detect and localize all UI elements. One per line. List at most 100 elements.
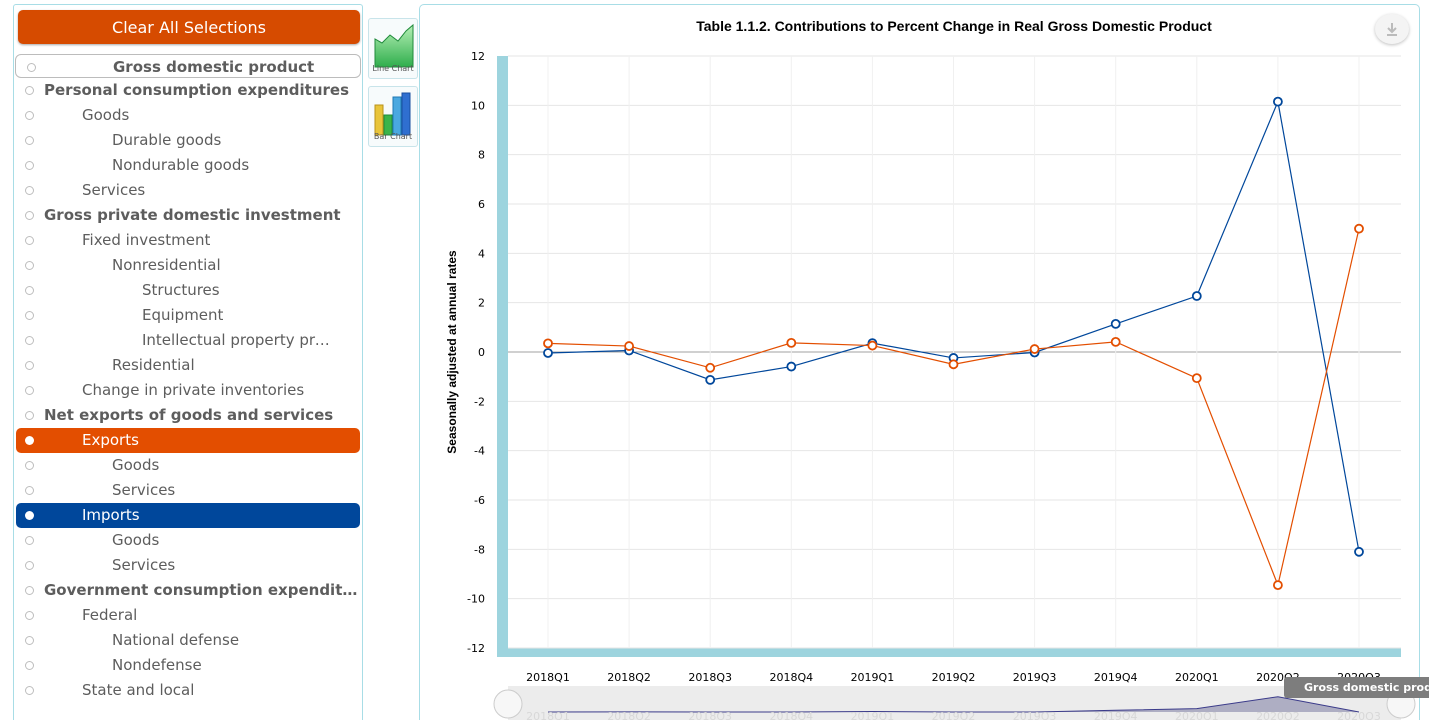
radio-icon[interactable] xyxy=(25,661,34,670)
data-point xyxy=(1110,336,1121,347)
data-point xyxy=(1029,344,1040,354)
radio-icon[interactable] xyxy=(25,111,34,120)
data-point xyxy=(1354,223,1364,234)
x-tick-label: 2018Q3 xyxy=(688,671,732,684)
tree-item[interactable]: Goods xyxy=(14,103,364,128)
y-tick-label: 0 xyxy=(478,346,485,359)
tree-item[interactable]: Services xyxy=(14,553,364,578)
data-point xyxy=(786,337,797,348)
download-button[interactable] xyxy=(1375,14,1409,44)
navigator-tick-label: 2019Q3 xyxy=(1013,710,1057,720)
tree-item[interactable]: Equipment xyxy=(14,303,364,328)
radio-icon[interactable] xyxy=(25,461,34,470)
radio-icon[interactable] xyxy=(25,211,34,220)
data-point xyxy=(1354,546,1364,557)
navigator-left-handle[interactable] xyxy=(493,689,523,719)
tree-item[interactable]: State and local xyxy=(14,678,364,703)
data-point xyxy=(1273,96,1283,107)
radio-icon[interactable] xyxy=(25,536,34,545)
radio-icon[interactable] xyxy=(25,686,34,695)
bar-chart-caption: Bar Chart xyxy=(373,132,413,141)
y-tick-label: -8 xyxy=(474,543,485,556)
tree-item[interactable]: Goods xyxy=(14,453,364,478)
radio-icon[interactable] xyxy=(25,86,34,95)
y-tick-label: 4 xyxy=(478,247,485,260)
tree-item[interactable]: National defense xyxy=(14,628,364,653)
y-tick-label: -2 xyxy=(474,395,485,408)
navigator-tick-label: 2018Q2 xyxy=(607,710,651,720)
tree-item[interactable]: Fixed investment xyxy=(14,228,364,253)
y-axis-label: Seasonally adjusted at annual rates xyxy=(445,250,459,454)
y-tick-label: 12 xyxy=(471,50,485,63)
tree-item[interactable]: Net exports of goods and services xyxy=(14,403,364,428)
x-tick-label: 2019Q1 xyxy=(851,671,895,684)
data-point xyxy=(786,361,797,372)
radio-icon[interactable] xyxy=(27,63,36,72)
data-point xyxy=(705,362,716,373)
y-tick-label: -12 xyxy=(467,642,485,655)
bar-chart-button[interactable]: Bar Chart xyxy=(368,86,418,147)
y-tick-label: -10 xyxy=(467,593,485,606)
tree-item[interactable]: Services xyxy=(14,178,364,203)
tree-item[interactable]: Change in private inventories xyxy=(14,378,364,403)
radio-icon[interactable] xyxy=(25,361,34,370)
tree-item[interactable]: Gross domestic product xyxy=(15,54,361,78)
y-tick-label: 8 xyxy=(478,149,485,162)
radio-icon[interactable] xyxy=(25,411,34,420)
radio-icon[interactable] xyxy=(25,511,34,520)
radio-icon[interactable] xyxy=(25,436,34,445)
radio-icon[interactable] xyxy=(25,311,34,320)
tree-item[interactable]: Nonresidential xyxy=(14,253,364,278)
data-point xyxy=(543,338,553,349)
radio-icon[interactable] xyxy=(25,561,34,570)
series-tree: Gross domestic product Personal consumpti… xyxy=(14,54,364,703)
radio-icon[interactable] xyxy=(25,186,34,195)
radio-icon[interactable] xyxy=(25,386,34,395)
tree-item[interactable]: Gross private domestic investment xyxy=(14,203,364,228)
radio-icon[interactable] xyxy=(25,161,34,170)
x-tick-label: 2018Q4 xyxy=(769,671,813,684)
radio-icon[interactable] xyxy=(25,636,34,645)
tree-item[interactable]: Services xyxy=(14,478,364,503)
navigator-tick-label: 2018Q4 xyxy=(769,710,813,720)
x-tick-label: 2018Q1 xyxy=(526,671,570,684)
series-selector-panel: Clear All Selections Gross domestic prod… xyxy=(13,4,363,720)
radio-icon[interactable] xyxy=(25,336,34,345)
download-icon xyxy=(1387,23,1397,36)
hover-tooltip: Gross domestic product xyxy=(1284,677,1429,698)
y-tick-label: 6 xyxy=(478,198,485,211)
tree-item[interactable]: Nondefense xyxy=(14,653,364,678)
data-point xyxy=(705,374,716,385)
data-point xyxy=(624,341,634,351)
navigator-series xyxy=(547,696,1360,713)
clear-all-selections-button[interactable]: Clear All Selections xyxy=(18,10,360,44)
x-tick-label: 2019Q4 xyxy=(1094,671,1138,684)
radio-icon[interactable] xyxy=(25,236,34,245)
line-chart-caption: Line Chart xyxy=(372,64,414,73)
navigator-background xyxy=(508,686,1401,720)
radio-icon[interactable] xyxy=(25,586,34,595)
radio-icon[interactable] xyxy=(25,286,34,295)
x-tick-label: 2018Q2 xyxy=(607,671,651,684)
tree-item[interactable]: Nondurable goods xyxy=(14,153,364,178)
navigator-tick-label: 2019Q2 xyxy=(932,710,976,720)
tree-item[interactable]: Exports xyxy=(16,428,360,453)
tree-item[interactable]: Personal consumption expenditures xyxy=(14,78,364,103)
radio-icon[interactable] xyxy=(25,261,34,270)
tree-item[interactable]: Goods xyxy=(14,528,364,553)
tree-item[interactable]: Residential xyxy=(14,353,364,378)
navigator-tick-label: 2019Q1 xyxy=(851,710,895,720)
x-tick-label: 2019Q3 xyxy=(1013,671,1057,684)
tree-item[interactable]: Federal xyxy=(14,603,364,628)
tree-item[interactable]: Structures xyxy=(14,278,364,303)
tree-item[interactable]: Intellectual property prod… xyxy=(14,328,364,353)
tree-item[interactable]: Durable goods xyxy=(14,128,364,153)
data-point xyxy=(948,359,959,370)
radio-icon[interactable] xyxy=(25,136,34,145)
radio-icon[interactable] xyxy=(25,486,34,495)
bar-chart-icon xyxy=(374,92,411,136)
tree-item[interactable]: Imports xyxy=(16,503,360,528)
line-chart-button[interactable]: Line Chart xyxy=(368,18,418,79)
tree-item[interactable]: Government consumption expenditur… xyxy=(14,578,364,603)
radio-icon[interactable] xyxy=(25,611,34,620)
